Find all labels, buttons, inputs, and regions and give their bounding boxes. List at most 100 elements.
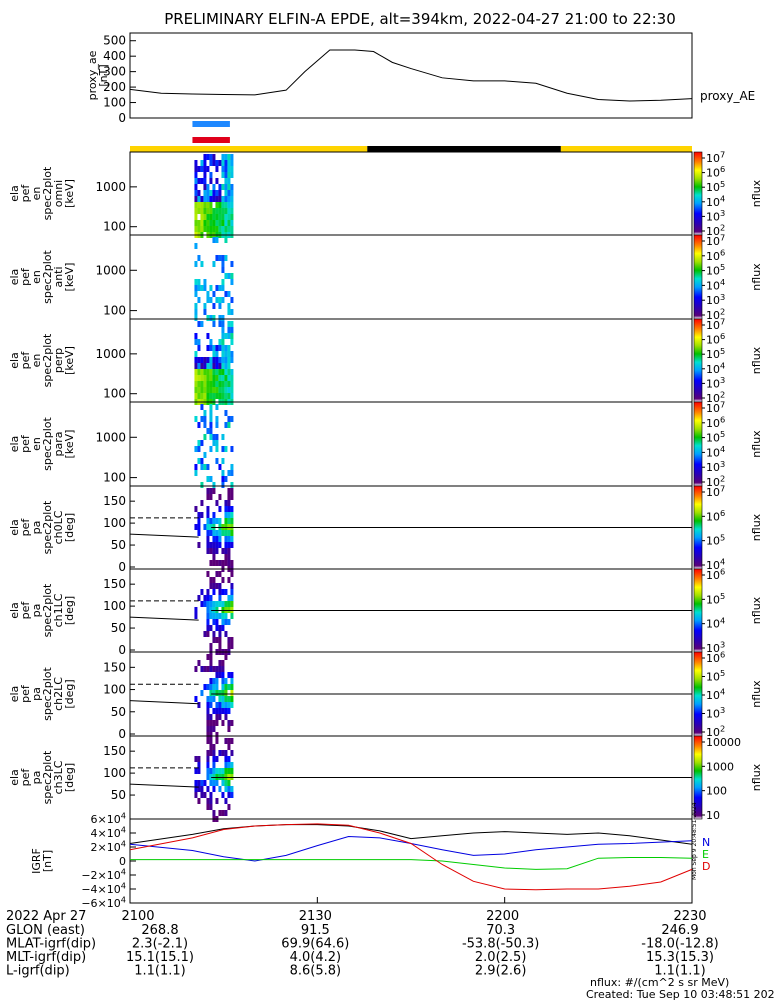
anti-cell bbox=[215, 255, 219, 261]
ylabel-omni-1: pef bbox=[19, 184, 32, 203]
ch2-cell bbox=[209, 678, 213, 684]
anti-cell bbox=[200, 261, 204, 267]
omni-cell bbox=[194, 196, 198, 202]
omni-cell bbox=[194, 160, 198, 166]
ch2-cell bbox=[209, 660, 213, 666]
omni-cbar-tick-label: 106 bbox=[706, 164, 725, 179]
omni-cell bbox=[206, 184, 210, 190]
ylabel-anti-3: spec2plot bbox=[41, 250, 54, 304]
omni-cell bbox=[218, 208, 222, 214]
anti-cbar-tick-label: 104 bbox=[706, 277, 725, 292]
igrf-ytick-label: −4×104 bbox=[81, 881, 126, 896]
omni-cell bbox=[209, 178, 213, 184]
sunlit-bar-eclipse bbox=[367, 146, 561, 152]
perp-cell bbox=[218, 381, 222, 387]
ch1-cell bbox=[227, 619, 231, 625]
ch0-cell bbox=[230, 506, 234, 512]
ylabel-para-2: en bbox=[30, 437, 43, 451]
ch0-cell bbox=[209, 518, 213, 524]
anti-cell bbox=[200, 285, 204, 291]
ch0-cell bbox=[215, 536, 219, 542]
ch1-cell bbox=[230, 643, 234, 649]
ch0-cell bbox=[215, 560, 219, 566]
para-cbar-tick-label: 107 bbox=[706, 400, 725, 415]
ch1-cell bbox=[227, 643, 231, 649]
omni-cell bbox=[224, 154, 228, 160]
ch0-cell bbox=[209, 488, 213, 494]
ae-ytick-label: 500 bbox=[103, 34, 126, 48]
ch2-cell bbox=[221, 690, 225, 696]
ch2-cell bbox=[230, 672, 234, 678]
omni-cell bbox=[212, 208, 216, 214]
ch1-cell bbox=[203, 631, 207, 637]
ch0-cell bbox=[206, 506, 210, 512]
perp-cell bbox=[227, 387, 231, 393]
omni-cell bbox=[203, 196, 207, 202]
ylabel-ch1-5: [deg] bbox=[63, 596, 76, 625]
omni-cell bbox=[203, 190, 207, 196]
ephem-value: 1.1(1.1) bbox=[654, 964, 706, 979]
para-cell bbox=[227, 422, 231, 428]
ch3-cell bbox=[212, 768, 216, 774]
omni-cell bbox=[215, 166, 219, 172]
anti-cell bbox=[215, 237, 219, 243]
anti-cbar-tick-label: 103 bbox=[706, 292, 725, 307]
ch0-cell bbox=[221, 560, 225, 566]
ch2-cbar-tick-label: 103 bbox=[706, 705, 725, 720]
perp-cell bbox=[218, 393, 222, 399]
ylabel-omni-3: spec2plot bbox=[41, 166, 54, 220]
ch3-cell bbox=[224, 762, 228, 768]
ch1-cell bbox=[215, 571, 219, 577]
ch0-cell bbox=[224, 536, 228, 542]
perp-cell bbox=[203, 381, 207, 387]
ch0-cell bbox=[227, 506, 231, 512]
perp-ytick-label: 1000 bbox=[95, 347, 126, 361]
para-cell bbox=[194, 470, 198, 476]
ch3-cell bbox=[206, 756, 210, 762]
perp-cell bbox=[227, 321, 231, 327]
ch1-cell bbox=[206, 631, 210, 637]
ylabel-ch0-0: ela bbox=[8, 519, 21, 536]
perp-cell bbox=[194, 381, 198, 387]
ch0-cell bbox=[227, 548, 231, 554]
perp-cell bbox=[221, 387, 225, 393]
ch1-cell bbox=[221, 625, 225, 631]
ch3-ytick-label: 50 bbox=[111, 788, 126, 802]
omni-cell bbox=[230, 214, 234, 220]
ch0-ytick-label: 100 bbox=[103, 516, 126, 530]
ch1-ytick-label: 150 bbox=[103, 577, 126, 591]
anti-cell bbox=[224, 291, 228, 297]
ch3-cell bbox=[194, 768, 198, 774]
ch1-cbar-tick-label: 106 bbox=[706, 567, 725, 582]
anti-cell bbox=[218, 255, 222, 261]
ylabel-omni-4: omni bbox=[52, 180, 65, 207]
anti-ytick-label: 100 bbox=[103, 304, 126, 318]
omni-cell bbox=[209, 196, 213, 202]
date-label: 2022 Apr 27 bbox=[6, 909, 86, 924]
ch2-cell bbox=[218, 660, 222, 666]
ch3-cell bbox=[224, 780, 228, 786]
ch2-cell bbox=[227, 696, 231, 702]
ch1-cell bbox=[227, 637, 231, 643]
para-cell bbox=[209, 404, 213, 410]
ch0-cell bbox=[230, 530, 234, 536]
anti-cell bbox=[227, 303, 231, 309]
igrf-line-N bbox=[129, 824, 693, 845]
ch0-cell bbox=[230, 560, 234, 566]
ch2-cell bbox=[227, 684, 231, 690]
perp-cell bbox=[224, 369, 228, 375]
omni-cell bbox=[215, 160, 219, 166]
ch2-cell bbox=[221, 660, 225, 666]
perp-cell bbox=[197, 387, 201, 393]
perp-cell bbox=[221, 369, 225, 375]
ch1-cell bbox=[224, 619, 228, 625]
ae-ytick-label: 0 bbox=[118, 111, 126, 125]
ch0-cell bbox=[197, 530, 201, 536]
time-tick-label: 2130 bbox=[299, 909, 332, 924]
perp-cell bbox=[224, 387, 228, 393]
ylabel-para-3: spec2plot bbox=[41, 417, 54, 471]
perp-cell bbox=[221, 375, 225, 381]
ch2-cell bbox=[215, 672, 219, 678]
